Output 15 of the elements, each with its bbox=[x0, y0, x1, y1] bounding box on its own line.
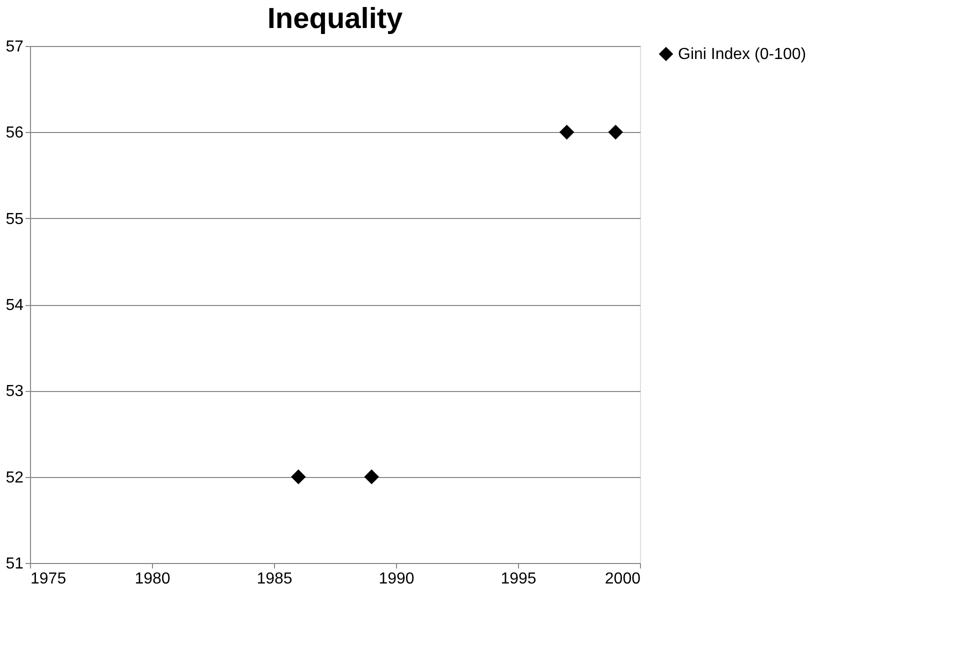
y-tick-label: 55 bbox=[6, 210, 24, 228]
x-tick-label: 1975 bbox=[30, 570, 66, 588]
x-tick-label: 2000 bbox=[604, 570, 641, 588]
y-tick-label: 57 bbox=[6, 38, 24, 56]
x-tick-label: 1995 bbox=[500, 570, 536, 588]
y-tick-label: 52 bbox=[6, 469, 24, 486]
y-tick-label: 56 bbox=[6, 124, 24, 142]
y-tick-label: 53 bbox=[6, 383, 24, 400]
x-tick-label: 1990 bbox=[378, 570, 414, 588]
y-tick-label: 54 bbox=[6, 297, 24, 314]
x-tick-label: 1980 bbox=[134, 570, 170, 588]
x-tick-label: 1985 bbox=[256, 570, 292, 588]
chart-title: Inequality bbox=[267, 3, 403, 35]
y-tick-label: 51 bbox=[6, 556, 24, 572]
legend-label: Gini Index (0-100) bbox=[678, 46, 806, 63]
